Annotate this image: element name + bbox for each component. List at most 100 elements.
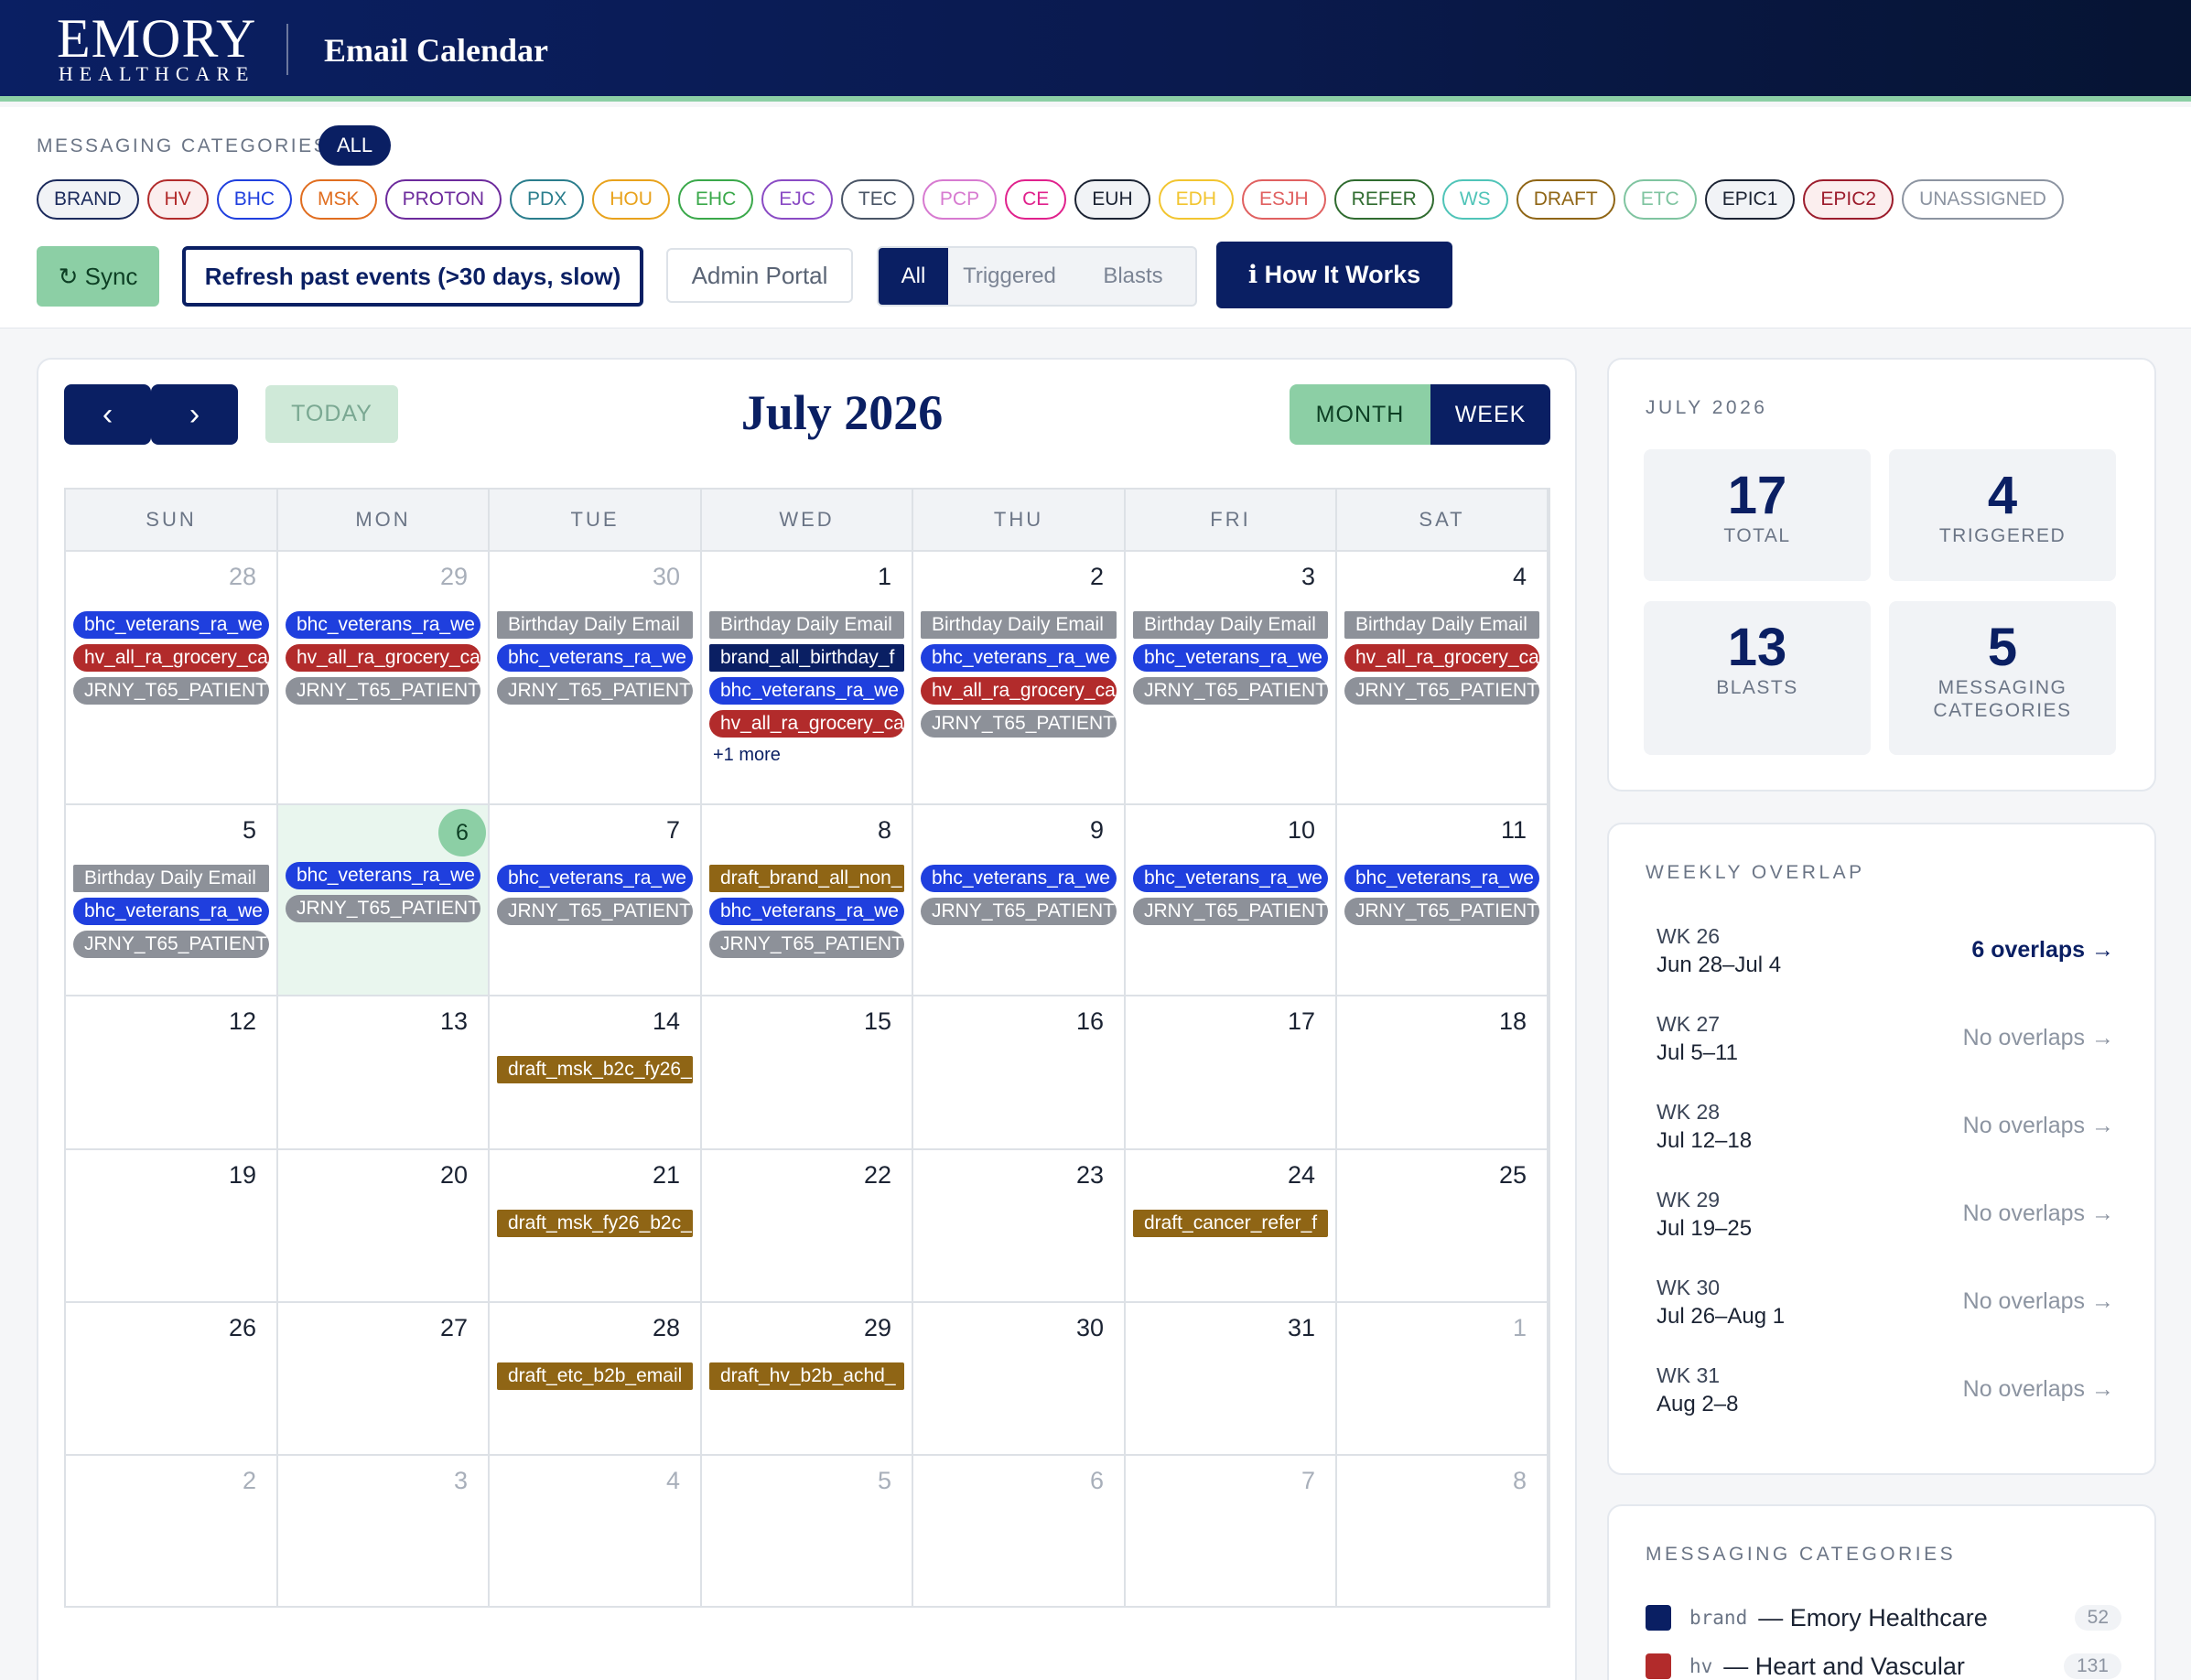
view-month-button[interactable]: MONTH <box>1290 384 1430 445</box>
day-cell[interactable]: 26 <box>66 1303 278 1456</box>
event-pill[interactable]: draft_etc_b2b_email <box>497 1362 693 1390</box>
event-pill[interactable]: bhc_veterans_ra_we <box>1344 865 1539 892</box>
day-cell[interactable]: 5 Birthday Daily Email bhc_veterans_ra_we J… <box>66 805 278 996</box>
day-cell[interactable]: 27 <box>278 1303 490 1456</box>
category-chip-refer[interactable]: REFER <box>1333 179 1434 220</box>
weekly-overlap-row[interactable]: WK 30 Jul 26–Aug 1 No overlaps → <box>1657 1274 2114 1338</box>
category-chip-ce[interactable]: CE <box>1005 179 1067 220</box>
event-pill[interactable]: Birthday Daily Email <box>1133 611 1328 639</box>
category-chip-draft[interactable]: DRAFT <box>1516 179 1615 220</box>
event-pill[interactable]: hv_all_ra_grocery_ca <box>709 710 904 738</box>
day-cell[interactable]: 4 Birthday Daily Email hv_all_ra_grocery_c… <box>1337 552 1549 805</box>
day-cell[interactable]: 13 <box>278 996 490 1150</box>
event-pill[interactable]: draft_msk_fy26_b2c_ <box>497 1210 693 1237</box>
day-cell[interactable]: 18 <box>1337 996 1549 1150</box>
category-chip-proton[interactable]: PROTON <box>384 179 502 220</box>
event-pill[interactable]: bhc_veterans_ra_we <box>73 898 269 925</box>
more-events-link[interactable]: +1 more <box>713 745 781 765</box>
category-chip-ws[interactable]: WS <box>1441 179 1508 220</box>
weekly-overlap-row[interactable]: WK 29 Jul 19–25 No overlaps → <box>1657 1186 2114 1250</box>
overlap-status-link[interactable]: No overlaps → <box>1962 1376 2114 1402</box>
overlap-status-link[interactable]: No overlaps → <box>1962 1201 2114 1226</box>
day-cell[interactable]: 1 Birthday Daily Email brand_all_birthday_… <box>702 552 913 805</box>
event-pill[interactable]: bhc_veterans_ra_we <box>1133 644 1328 672</box>
event-pill[interactable]: JRNY_T65_PATIENT <box>73 931 269 958</box>
event-pill[interactable]: JRNY_T65_PATIENT <box>1133 677 1328 705</box>
overlap-status-link[interactable]: No overlaps → <box>1962 1288 2114 1314</box>
day-cell[interactable]: 23 <box>913 1150 1126 1303</box>
category-chip-edh[interactable]: EDH <box>1158 179 1234 220</box>
day-cell[interactable]: 29 draft_hv_b2b_achd_ <box>702 1303 913 1456</box>
weekly-overlap-row[interactable]: WK 27 Jul 5–11 No overlaps → <box>1657 1010 2114 1074</box>
day-cell[interactable]: 28 draft_etc_b2b_email <box>490 1303 702 1456</box>
type-filter-all[interactable]: All <box>879 248 948 305</box>
day-cell[interactable]: 10 bhc_veterans_ra_we JRNY_T65_PATIENT <box>1126 805 1337 996</box>
day-cell[interactable]: 24 draft_cancer_refer_f <box>1126 1150 1337 1303</box>
event-pill[interactable]: hv_all_ra_grocery_ca <box>921 677 1117 705</box>
event-pill[interactable]: draft_brand_all_non_ <box>709 865 904 892</box>
event-pill[interactable]: JRNY_T65_PATIENT <box>921 898 1117 925</box>
day-cell[interactable]: 21 draft_msk_fy26_b2c_ <box>490 1150 702 1303</box>
event-pill[interactable]: bhc_veterans_ra_we <box>709 898 904 925</box>
sync-button[interactable]: ↻ Sync <box>37 246 159 307</box>
day-cell[interactable]: 8 <box>1337 1456 1549 1608</box>
event-pill[interactable]: hv_all_ra_grocery_ca <box>286 644 480 672</box>
event-pill[interactable]: draft_msk_b2c_fy26_ <box>497 1056 693 1083</box>
day-cell[interactable]: 2 <box>66 1456 278 1608</box>
event-pill[interactable]: bhc_veterans_ra_we <box>73 611 269 639</box>
day-cell[interactable]: 14 draft_msk_b2c_fy26_ <box>490 996 702 1150</box>
event-pill[interactable]: bhc_veterans_ra_we <box>921 644 1117 672</box>
event-pill[interactable]: hv_all_ra_grocery_ca <box>1344 644 1539 672</box>
category-chip-bhc[interactable]: BHC <box>216 179 293 220</box>
category-chip-pcp[interactable]: PCP <box>922 179 998 220</box>
event-pill[interactable]: hv_all_ra_grocery_ca <box>73 644 269 672</box>
day-cell[interactable]: 12 <box>66 996 278 1150</box>
event-pill[interactable]: JRNY_T65_PATIENT <box>286 895 480 922</box>
event-pill[interactable]: bhc_veterans_ra_we <box>709 677 904 705</box>
legend-row-hv[interactable]: hv — Heart and Vascular 131 <box>1646 1648 2121 1680</box>
day-cell[interactable]: 15 <box>702 996 913 1150</box>
event-pill[interactable]: bhc_veterans_ra_we <box>921 865 1117 892</box>
event-pill[interactable]: JRNY_T65_PATIENT <box>1133 898 1328 925</box>
category-chip-unassigned[interactable]: UNASSIGNED <box>1902 179 2064 220</box>
day-cell[interactable]: 17 <box>1126 996 1337 1150</box>
weekly-overlap-row[interactable]: WK 28 Jul 12–18 No overlaps → <box>1657 1098 2114 1162</box>
day-cell[interactable]: 30 Birthday Daily Email bhc_veterans_ra_we… <box>490 552 702 805</box>
day-cell[interactable]: 9 bhc_veterans_ra_we JRNY_T65_PATIENT <box>913 805 1126 996</box>
event-pill[interactable]: JRNY_T65_PATIENT <box>1344 677 1539 705</box>
category-chip-ehc[interactable]: EHC <box>677 179 754 220</box>
event-pill[interactable]: bhc_veterans_ra_we <box>286 611 480 639</box>
day-cell[interactable]: 30 <box>913 1303 1126 1456</box>
category-chip-euh[interactable]: EUH <box>1074 179 1150 220</box>
weekly-overlap-row[interactable]: WK 31 Aug 2–8 No overlaps → <box>1657 1362 2114 1426</box>
day-cell[interactable]: 19 <box>66 1150 278 1303</box>
type-filter-blasts[interactable]: Blasts <box>1103 264 1163 288</box>
how-it-works-button[interactable]: ℹ How It Works <box>1216 242 1452 308</box>
event-pill[interactable]: bhc_veterans_ra_we <box>497 865 693 892</box>
next-month-button[interactable]: › <box>151 384 238 445</box>
day-cell[interactable]: 6 bhc_veterans_ra_we JRNY_T65_PATIENT <box>278 805 490 996</box>
event-pill[interactable]: bhc_veterans_ra_we <box>497 644 693 672</box>
event-pill[interactable]: draft_hv_b2b_achd_ <box>709 1362 904 1390</box>
day-cell[interactable]: 25 <box>1337 1150 1549 1303</box>
weekly-overlap-row[interactable]: WK 26 Jun 28–Jul 4 6 overlaps → <box>1657 922 2114 986</box>
event-pill[interactable]: JRNY_T65_PATIENT <box>497 898 693 925</box>
day-cell[interactable]: 4 <box>490 1456 702 1608</box>
day-cell[interactable]: 31 <box>1126 1303 1337 1456</box>
admin-portal-button[interactable]: Admin Portal <box>666 248 853 303</box>
event-pill[interactable]: Birthday Daily Email <box>73 865 269 892</box>
day-cell[interactable]: 6 <box>913 1456 1126 1608</box>
event-pill[interactable]: JRNY_T65_PATIENT <box>1344 898 1539 925</box>
emory-logo[interactable]: EMORY HEALTHCARE <box>57 9 256 86</box>
category-chip-etc[interactable]: ETC <box>1623 179 1697 220</box>
event-pill[interactable]: JRNY_T65_PATIENT <box>286 677 480 705</box>
event-pill[interactable]: Birthday Daily Email <box>921 611 1117 639</box>
category-chip-epic1[interactable]: EPIC1 <box>1704 179 1796 220</box>
day-cell[interactable]: 1 <box>1337 1303 1549 1456</box>
overlap-status-link[interactable]: 6 overlaps → <box>1971 937 2114 963</box>
category-chip-ejc[interactable]: EJC <box>761 179 833 220</box>
day-cell[interactable]: 3 <box>278 1456 490 1608</box>
day-cell[interactable]: 5 <box>702 1456 913 1608</box>
category-chip-tec[interactable]: TEC <box>840 179 914 220</box>
day-cell[interactable]: 3 Birthday Daily Email bhc_veterans_ra_we J… <box>1126 552 1337 805</box>
